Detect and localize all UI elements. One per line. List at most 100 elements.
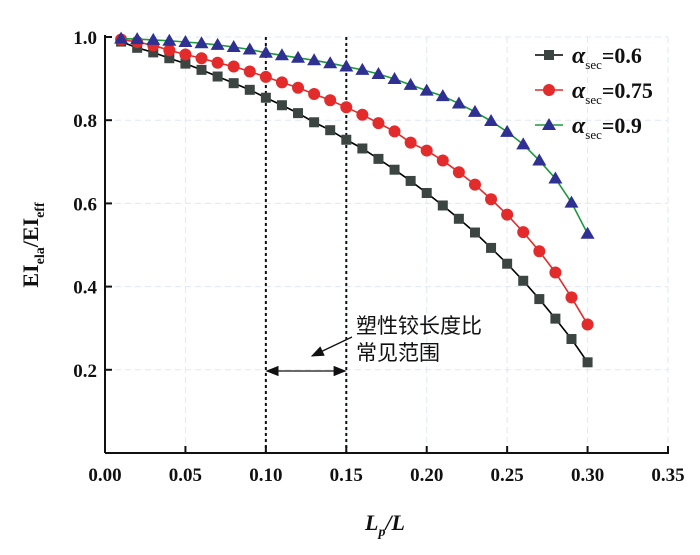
legend-label: αsec=0.75 (572, 78, 653, 107)
data-point (403, 77, 418, 90)
data-point (309, 117, 320, 128)
x-tick-label: 0.15 (330, 465, 363, 486)
data-point (275, 76, 288, 89)
data-point (210, 37, 225, 50)
data-point (180, 58, 191, 69)
data-point (484, 114, 499, 127)
series-circle (115, 33, 594, 331)
data-point (435, 89, 450, 102)
axes (104, 35, 669, 454)
data-point (148, 47, 159, 58)
annotation-line2: 常见范围 (356, 341, 440, 365)
legend-symbol: α (572, 43, 586, 69)
x-tick-label: 0.20 (410, 465, 443, 486)
data-point (259, 70, 272, 83)
data-point (325, 125, 336, 136)
data-point (485, 193, 498, 206)
y-tick-label: 0.8 (73, 111, 97, 132)
data-point (373, 153, 384, 164)
data-point (566, 334, 577, 345)
data-point (258, 45, 273, 58)
data-point (293, 108, 304, 119)
grid (105, 36, 669, 453)
data-point (388, 125, 401, 138)
data-point (419, 83, 434, 96)
legend-label: αsec=0.6 (572, 43, 642, 72)
annotation-pointer-arrow (310, 336, 353, 357)
data-point (164, 53, 175, 64)
legend-subscript: sec (585, 57, 602, 72)
data-point (516, 137, 531, 150)
data-point (244, 84, 255, 95)
data-point (357, 143, 368, 154)
data-point (517, 226, 530, 239)
legend-marker-circle-icon (543, 84, 555, 96)
legend-label: αsec=0.9 (572, 113, 642, 142)
data-point (453, 213, 464, 224)
legend-subscript: sec (585, 92, 602, 107)
data-point (146, 32, 161, 45)
data-point (260, 92, 271, 103)
data-point (421, 188, 432, 198)
data-point (242, 42, 257, 55)
x-tick-label: 0.10 (249, 465, 282, 486)
data-point (274, 48, 289, 61)
y-axis-label: EIela/EIeff (18, 202, 48, 288)
data-point (580, 226, 595, 239)
data-point (291, 50, 306, 63)
data-point (581, 318, 594, 331)
data-point (451, 96, 466, 109)
annotation-line1: 塑性铰长度比 (356, 314, 482, 338)
data-point (178, 34, 193, 47)
data-point (196, 64, 207, 75)
data-point (307, 53, 322, 66)
data-point (324, 94, 337, 107)
annotation: 塑性铰长度比 常见范围 (265, 314, 482, 377)
x-axis-label: Lp/L (364, 510, 405, 540)
data-point (565, 291, 578, 304)
series-line (121, 37, 589, 235)
legend-item: αsec=0.6 (535, 43, 642, 72)
data-point (564, 195, 579, 208)
y-tick-label: 0.6 (73, 194, 97, 215)
y-tick-label: 1.0 (73, 28, 97, 49)
data-point (467, 104, 482, 117)
legend-marker-triangle-icon (542, 118, 556, 130)
legend-item: αsec=0.75 (535, 78, 653, 107)
data-point (227, 60, 240, 73)
series-group (114, 31, 595, 368)
data-point (195, 52, 208, 65)
data-point (582, 357, 593, 368)
y-tick-label: 0.4 (73, 278, 97, 299)
legend-value: =0.6 (602, 43, 642, 68)
data-point (518, 275, 529, 286)
data-point (549, 266, 562, 279)
data-point (404, 136, 417, 149)
data-point (194, 36, 209, 49)
x-tick-label: 0.05 (169, 465, 202, 486)
legend-symbol: α (572, 113, 586, 139)
data-point (228, 78, 239, 89)
data-point (130, 32, 145, 45)
data-point (389, 164, 400, 175)
series-line (120, 38, 589, 325)
data-point (501, 208, 514, 221)
series-triangle (114, 31, 595, 239)
data-point (339, 59, 354, 72)
data-point (114, 31, 129, 44)
data-point (548, 171, 563, 184)
legend-symbol: α (572, 78, 586, 104)
data-point (292, 81, 305, 94)
data-point (532, 153, 547, 166)
data-point (500, 124, 515, 137)
data-point (387, 72, 402, 85)
data-point (356, 108, 369, 121)
data-point (468, 178, 481, 191)
data-point (163, 44, 176, 57)
data-point (341, 134, 352, 145)
x-tick-label: 0.00 (88, 465, 121, 486)
data-point (452, 166, 465, 179)
data-point (371, 67, 386, 80)
tick-labels: 0.00 0.05 0.10 0.15 0.20 0.25 0.30 0.35 0.2 0.4 0.… (73, 28, 684, 486)
